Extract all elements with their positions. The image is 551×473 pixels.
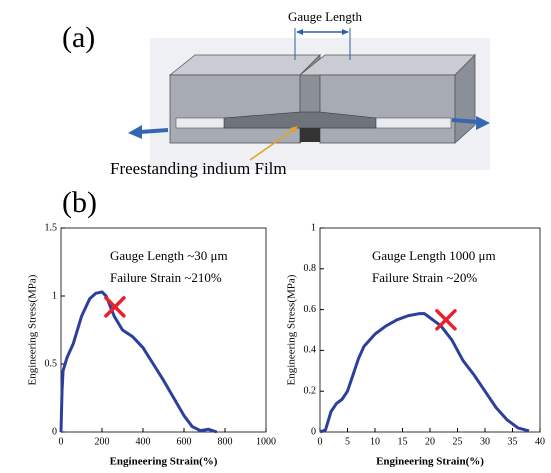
failure-marker (435, 309, 457, 331)
x-tick-label: 600 (177, 436, 192, 447)
x-tick-label: 35 (508, 436, 518, 447)
annotation: Gauge Length 1000 μm (372, 248, 496, 263)
x-tick-label: 1000 (256, 436, 276, 447)
x-axis-label: Engineering Strain(%) (110, 456, 218, 468)
x-tick-label: 0 (59, 436, 64, 447)
y-tick-label: 0 (311, 426, 316, 437)
y-tick-label: 0.4 (304, 345, 317, 356)
plot-frame (60, 227, 267, 433)
y-tick-label: 0 (52, 426, 57, 437)
pointer (249, 127, 297, 161)
x-tick-label: 20 (425, 436, 435, 447)
x-tick-label: 800 (218, 436, 233, 447)
x-axis-label: Engineering Strain(%) (376, 456, 484, 468)
data-line (59, 290, 218, 434)
panel-label: (b) (62, 186, 97, 219)
y-axis-label: Engineering Stress(MPa) (27, 274, 39, 385)
arrow-head (342, 29, 349, 35)
annotation: Failure Strain ~20% (372, 270, 477, 285)
force-arrow (451, 118, 479, 124)
x-tick-label: 25 (453, 436, 463, 447)
y-tick-label: 0.8 (304, 263, 317, 274)
gap (300, 128, 320, 142)
x-tick-label: 40 (535, 436, 545, 447)
x-tick-label: 400 (136, 436, 151, 447)
specimen-diagram: Gauge Length Freestanding indium Film (110, 9, 490, 178)
annotation: Failure Strain ~210% (110, 270, 222, 285)
block-top (298, 54, 476, 76)
arrow-head (290, 126, 298, 133)
film (223, 111, 377, 129)
block-front (169, 74, 301, 144)
x-tick-label: 10 (370, 436, 380, 447)
annotation: Gauge Length ~30 μm (110, 248, 228, 263)
panel-label: (a) (62, 21, 95, 54)
arrow-head (296, 29, 303, 35)
y-axis-label: Engineering Stress(MPa) (286, 274, 298, 385)
gauge-label: Gauge Length (288, 9, 363, 24)
y-tick-label: 1 (52, 290, 57, 301)
x-tick-label: 200 (95, 436, 110, 447)
data-line (319, 312, 530, 434)
arrow-head (128, 125, 142, 139)
x-tick-label: 5 (345, 436, 350, 447)
film-label: Freestanding indium Film (110, 159, 287, 178)
x-tick-label: 30 (480, 436, 490, 447)
y-tick-label: 0.5 (45, 358, 58, 369)
y-tick-label: 1.5 (45, 222, 58, 233)
y-tick-label: 1 (311, 222, 316, 233)
x-tick-label: 15 (398, 436, 408, 447)
y-tick-label: 0.2 (304, 385, 317, 396)
block-top (168, 54, 321, 76)
failure-marker (104, 296, 126, 318)
block-front (319, 74, 456, 144)
x-tick-label: 0 (318, 436, 323, 447)
force-arrow (139, 128, 169, 134)
y-tick-label: 0.6 (304, 304, 317, 315)
arrow-head (476, 116, 490, 130)
